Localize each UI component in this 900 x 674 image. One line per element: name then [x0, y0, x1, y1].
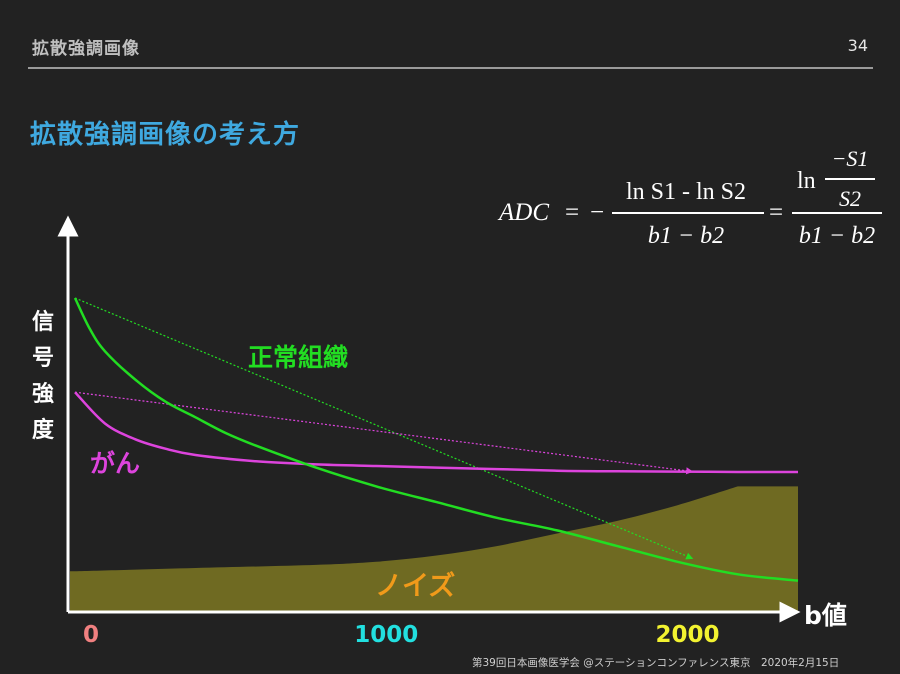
normal-slope-line — [74, 297, 694, 560]
slide-title: 拡散強調画像の考え方 — [30, 120, 301, 150]
x-tick-label: 1000 — [354, 622, 418, 648]
fraction-bar-1 — [612, 212, 764, 214]
noise-area — [70, 486, 798, 612]
x-tick-label: 0 — [83, 622, 99, 648]
x-axis-label: b値 — [804, 601, 847, 630]
formula-inner-denominator: S2 — [839, 186, 861, 211]
formula-lhs: ADC — [497, 199, 549, 226]
y-axis-label-char: 度 — [31, 418, 54, 443]
formula-neg: − — [590, 199, 604, 226]
x-tick-label: 2000 — [655, 622, 719, 648]
y-axis-label-char: 信 — [31, 310, 54, 335]
formula-denominator-2: b1 − b2 — [799, 223, 875, 249]
page-number: 34 — [847, 36, 868, 55]
y-axis-label: 信 号 強 度 — [30, 305, 56, 449]
x-tick-labels: 0 1000 2000 — [83, 622, 720, 648]
formula-inner-numerator: −S1 — [832, 146, 869, 171]
series-label-normal: 正常組織 — [248, 343, 348, 372]
normal-tissue-curve — [73, 297, 799, 582]
y-axis-label-char: 号 — [31, 346, 54, 371]
adc-formula: ADC = − ln S1 - ln S2 b1 − b2 = ln −S1 S… — [497, 146, 882, 249]
formula-denominator: b1 − b2 — [648, 223, 724, 249]
formula-eq2: = — [769, 199, 783, 226]
formula-numerator: ln S1 - ln S2 — [626, 179, 746, 205]
header-rule — [28, 67, 873, 69]
fraction-bar-inner — [825, 178, 875, 180]
fraction-bar-2 — [792, 212, 882, 214]
header-title: 拡散強調画像 — [32, 39, 140, 59]
formula-ln: ln — [797, 168, 816, 194]
series-label-noise: ノイズ — [375, 570, 455, 602]
cancer-curve — [74, 391, 798, 474]
series-label-cancer: がん — [90, 449, 140, 478]
y-axis-label-char: 強 — [31, 382, 54, 407]
footer-credit: 第39回日本画像医学会 @ステーションコンファレンス東京 2020年2月15日 — [472, 657, 840, 669]
formula-eq1: = — [565, 199, 579, 226]
